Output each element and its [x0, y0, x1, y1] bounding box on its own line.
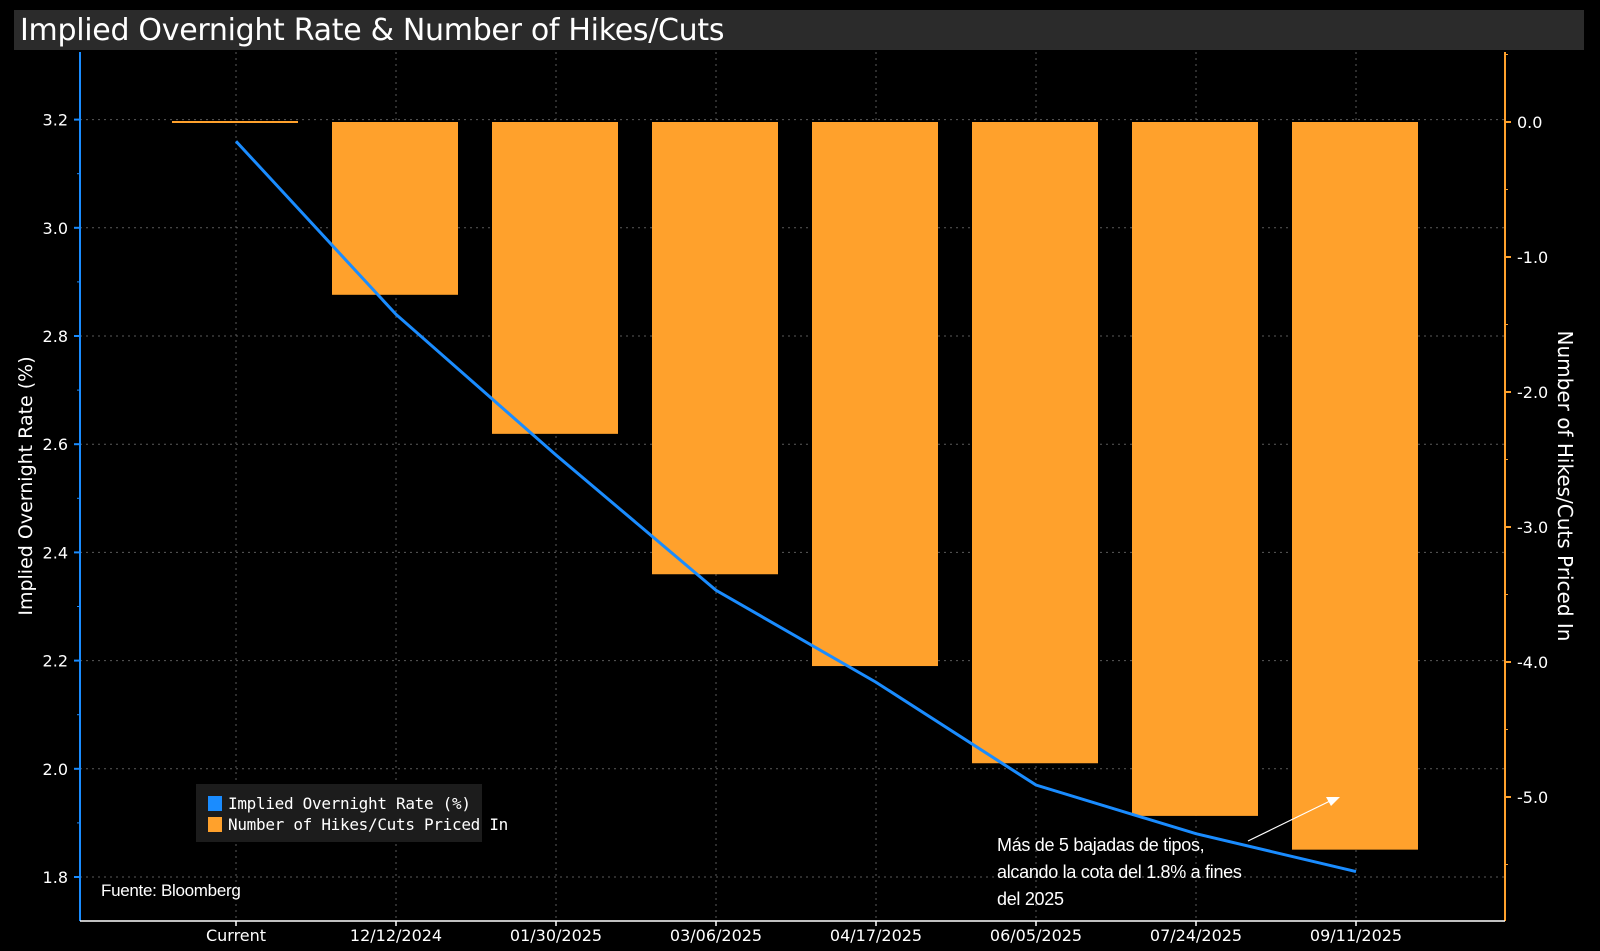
legend-item-rate: Implied Overnight Rate (%): [208, 793, 471, 813]
annotation: Más de 5 bajadas de tipos, alcando la co…: [997, 832, 1317, 913]
x-tick-label: 07/24/2025: [1150, 926, 1242, 945]
legend-label-rate: Implied Overnight Rate (%): [228, 793, 471, 813]
legend-item-hikes: Number of Hikes/Cuts Priced In: [208, 814, 508, 834]
x-tick-label: Current: [206, 926, 266, 945]
left-tick-label: 2.8: [43, 327, 68, 346]
x-tick-label: 01/30/2025: [510, 926, 602, 945]
right-tick-label: -3.0: [1517, 518, 1548, 537]
right-tick-label: -5.0: [1517, 788, 1548, 807]
left-tick-label: 3.2: [43, 111, 68, 130]
bar: [1292, 122, 1418, 850]
x-tick-label: 12/12/2024: [350, 926, 442, 945]
x-tick-label: 06/05/2025: [990, 926, 1082, 945]
title-bar: Implied Overnight Rate & Number of Hikes…: [14, 10, 1584, 50]
annotation-line: Más de 5 bajadas de tipos,: [997, 835, 1205, 855]
right-tick-label: -2.0: [1517, 383, 1548, 402]
legend-swatch-hikes: [208, 816, 222, 832]
x-tick-label: 03/06/2025: [670, 926, 762, 945]
right-tick-label: 0.0: [1517, 113, 1542, 132]
left-tick-label: 2.2: [43, 652, 68, 671]
left-tick-label: 2.4: [43, 543, 68, 562]
annotation-arrowhead: [1326, 797, 1340, 806]
chart-title: Implied Overnight Rate & Number of Hikes…: [20, 13, 725, 48]
right-tick-label: -4.0: [1517, 653, 1548, 672]
bar: [972, 122, 1098, 764]
bar: [652, 122, 778, 575]
x-tick-label: 09/11/2025: [1310, 926, 1402, 945]
legend-label-hikes: Number of Hikes/Cuts Priced In: [228, 814, 508, 834]
left-tick-label: 1.8: [43, 868, 68, 887]
legend-swatch-rate: [208, 795, 222, 811]
bar: [492, 122, 618, 434]
x-tick-label: 04/17/2025: [830, 926, 922, 945]
left-tick-label: 3.0: [43, 219, 68, 238]
bar: [1132, 122, 1258, 816]
bar: [332, 122, 458, 295]
annotation-line: alcando la cota del 1.8% a fines: [997, 862, 1242, 882]
annotation-line: del 2025: [997, 889, 1064, 909]
left-tick-label: 2.0: [43, 760, 68, 779]
bar: [812, 122, 938, 667]
left-tick-label: 2.6: [43, 435, 68, 454]
y2-axis-title: Number of Hikes/Cuts Priced In: [1553, 331, 1577, 642]
source-note: Fuente: Bloomberg: [101, 881, 241, 900]
plot-area: [80, 52, 1505, 921]
annotation-arrow: [1247, 800, 1331, 842]
right-tick-label: -1.0: [1517, 248, 1548, 267]
rate-line: [234, 140, 1357, 874]
legend: Implied Overnight Rate (%) Number of Hik…: [196, 784, 508, 842]
y-axis-title: Implied Overnight Rate (%): [15, 356, 37, 615]
